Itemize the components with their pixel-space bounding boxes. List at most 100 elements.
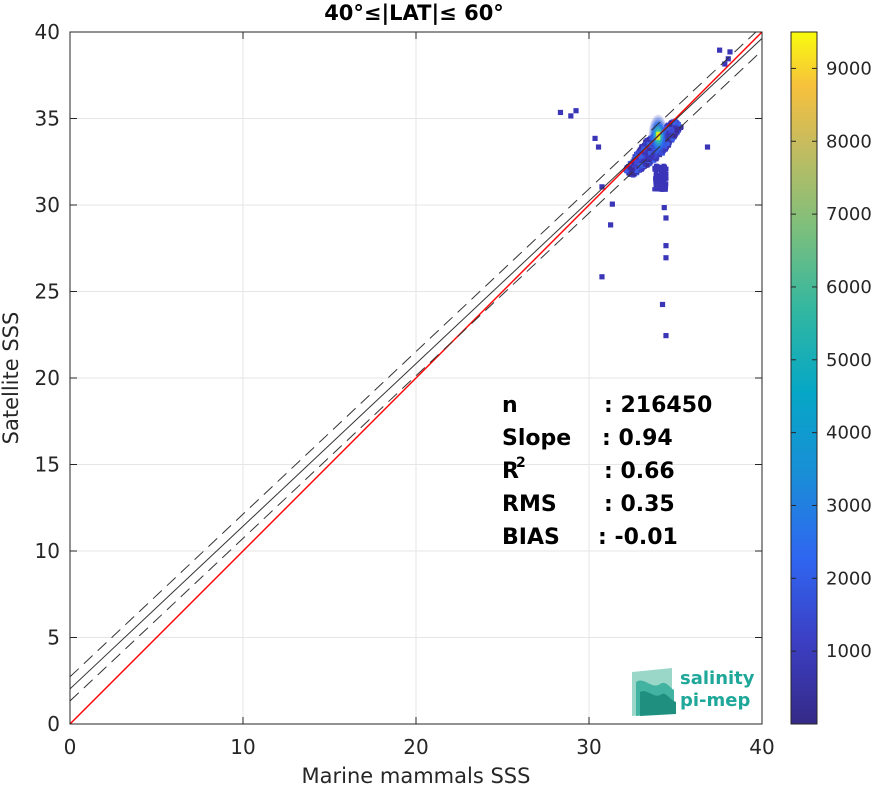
stat-label: n (502, 393, 518, 418)
stat-label: Slope (502, 426, 571, 451)
y-tick-label: 25 (35, 280, 60, 304)
stat-value: : -0.01 (598, 525, 678, 550)
x-tick-label: 40 (749, 735, 774, 759)
colorbar-ticks: 1000 2000 3000 4000 5000 6000 7000 8000 9000 (791, 58, 872, 662)
regression-2-sigma-line (70, 32, 757, 678)
density-cell (634, 160, 639, 165)
outlier-point (663, 215, 669, 221)
density-cell (659, 182, 665, 187)
density-cell (641, 161, 646, 167)
stat-value: : 216450 (604, 393, 712, 418)
y-tick-label: 10 (35, 539, 60, 563)
density-cell (670, 136, 675, 142)
stat-value: : 0.66 (604, 459, 675, 484)
outlier-point (592, 135, 598, 141)
stat-value: : 0.35 (604, 492, 675, 517)
y-tick-label: 0 (47, 712, 60, 736)
density-cell (653, 176, 658, 181)
density-cell (670, 133, 675, 138)
density-cell (669, 128, 674, 133)
density-cell (654, 166, 659, 172)
density-cell (634, 168, 639, 174)
colorbar-tick-label: 5000 (826, 350, 872, 371)
density-cell (639, 155, 644, 160)
density-cell (665, 141, 670, 147)
density-cell (662, 169, 668, 174)
density-cell (637, 167, 642, 173)
stat-label: R (502, 459, 519, 484)
stat-label: RMS (502, 492, 557, 517)
density-cell (647, 147, 652, 153)
density-cell (624, 169, 629, 174)
outlier-point (663, 333, 669, 339)
density-cell (654, 170, 659, 175)
density-cell (646, 157, 651, 162)
density-cell (659, 186, 665, 191)
y-tick-label: 15 (35, 453, 60, 477)
density-cell (660, 177, 665, 182)
density-cell (663, 166, 668, 171)
density-cell (674, 127, 679, 132)
density-cell (631, 159, 636, 164)
x-tick-label: 0 (64, 735, 77, 759)
density-cell (676, 122, 681, 127)
outlier-point (704, 144, 711, 150)
y-tick-label: 20 (35, 366, 60, 390)
density-cell (672, 121, 677, 126)
outlier-point (573, 108, 579, 114)
x-axis-label: Marine mammals SSS (302, 764, 531, 786)
density-cell (649, 155, 655, 161)
regression-2-sigma-line (70, 50, 762, 702)
outlier-point (599, 184, 605, 190)
outlier-point (717, 47, 723, 53)
density-cell (636, 150, 641, 155)
outlier-point (661, 205, 667, 211)
colorbar-tick-label: 4000 (826, 423, 872, 444)
reference-lines (70, 32, 762, 724)
density-cell (654, 157, 659, 162)
density-cell (659, 171, 664, 176)
colorbar-tick-label: 2000 (826, 568, 872, 589)
x-tick-label: 30 (576, 735, 601, 759)
density-cell (640, 158, 646, 163)
colorbar-tick-label: 9000 (826, 58, 872, 79)
density-cell (650, 153, 655, 158)
density-cell (676, 126, 682, 131)
density-cell (652, 187, 657, 192)
outlier-point (557, 109, 564, 116)
outlier-point (663, 255, 669, 261)
outlier-point (725, 56, 731, 62)
outlier-point (599, 274, 605, 280)
x-tick-label: 20 (403, 735, 428, 759)
density-cell (658, 166, 663, 172)
density-cell (632, 163, 637, 168)
density-cell (653, 163, 659, 168)
density-cell (644, 143, 649, 148)
logo-line-2: pi-mep (680, 690, 750, 711)
colorbar-tick-label: 1000 (826, 641, 872, 662)
density-cell (646, 141, 651, 147)
density-cell (644, 153, 650, 158)
x-axis-ticks: 0 10 20 30 40 (64, 32, 775, 759)
y-axis-ticks: 0 5 10 15 20 25 30 35 40 (35, 20, 762, 736)
statistics-box: n: 216450 Slope: 0.94 R2: 0.66 RMS: 0.35 BIA… (502, 393, 712, 550)
y-tick-label: 40 (35, 20, 60, 44)
density-cell (652, 158, 657, 163)
density-cell (644, 138, 649, 144)
density-cell (662, 187, 667, 192)
outlier-point (722, 61, 728, 67)
density-cell (672, 123, 678, 128)
y-tick-label: 30 (35, 193, 60, 217)
colorbar-tick-label: 6000 (826, 277, 872, 298)
regression-line (70, 38, 762, 690)
colorbar-tick-label: 7000 (826, 204, 872, 225)
density-cell (657, 174, 662, 179)
outlier-point (595, 144, 602, 150)
density-cell (655, 180, 660, 186)
outlier-point (608, 222, 614, 228)
density-cell (656, 164, 661, 169)
density-cell (638, 163, 644, 168)
logo-line-1: salinity (680, 668, 755, 689)
density-cell (642, 150, 647, 156)
